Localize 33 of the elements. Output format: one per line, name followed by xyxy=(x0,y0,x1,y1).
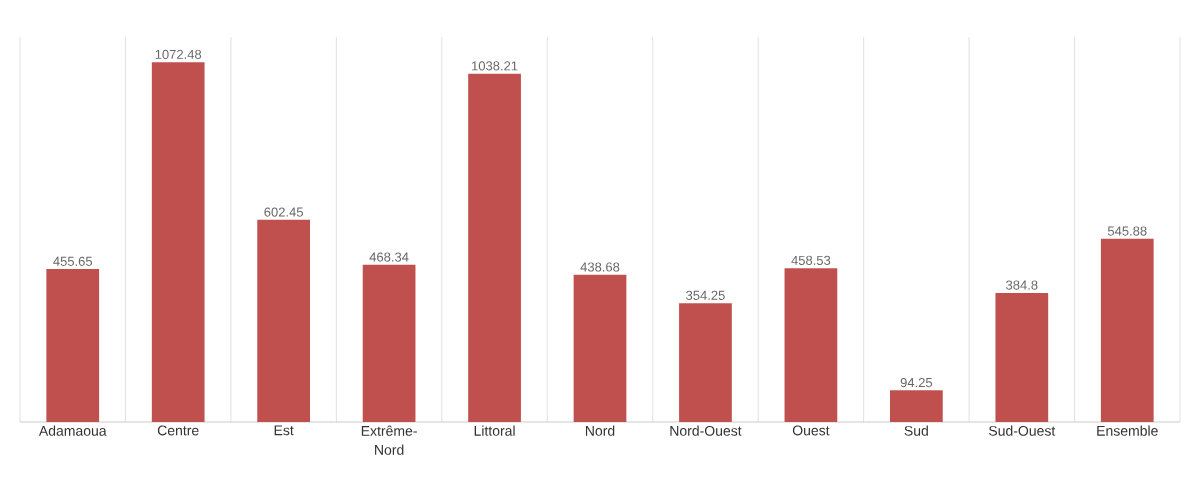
bar xyxy=(679,303,732,422)
bar xyxy=(995,292,1049,422)
data-label: 468.34 xyxy=(369,252,409,262)
x-tick-label: Nord xyxy=(585,425,615,436)
data-label: 354.25 xyxy=(686,290,725,300)
bar xyxy=(362,264,416,422)
data-label: 455.65 xyxy=(53,256,93,266)
data-label: 438.68 xyxy=(580,262,620,272)
data-label: 1072.48 xyxy=(155,49,202,59)
data-label: 545.88 xyxy=(1107,226,1147,236)
data-label: 94.25 xyxy=(900,377,933,388)
data-label: 602.45 xyxy=(264,207,303,217)
x-tick-label: Est xyxy=(274,425,294,436)
data-label: 458.53 xyxy=(791,255,831,265)
x-tick-label: Sud-Ouest xyxy=(988,425,1056,436)
x-tick-label: Littoral xyxy=(474,425,515,436)
bar xyxy=(151,62,205,422)
x-tick-label: Extrême-Nord xyxy=(361,425,417,455)
bar xyxy=(784,268,838,422)
x-tick-label: Ouest xyxy=(792,425,830,436)
x-tick-label: Ensemble xyxy=(1097,425,1158,436)
x-tick-label: Nord-Ouest xyxy=(670,425,742,436)
bar xyxy=(890,390,943,422)
bar xyxy=(573,274,627,422)
bar xyxy=(257,219,311,422)
x-tick-label: Sud xyxy=(904,425,928,436)
x-tick-label: Centre xyxy=(157,425,199,436)
bar xyxy=(468,73,521,422)
bar xyxy=(1100,238,1154,422)
bar xyxy=(46,269,100,422)
data-label: 384.8 xyxy=(1006,280,1038,290)
data-label: 1038.21 xyxy=(472,61,518,71)
x-tick-label: Adamaoua xyxy=(38,425,107,436)
